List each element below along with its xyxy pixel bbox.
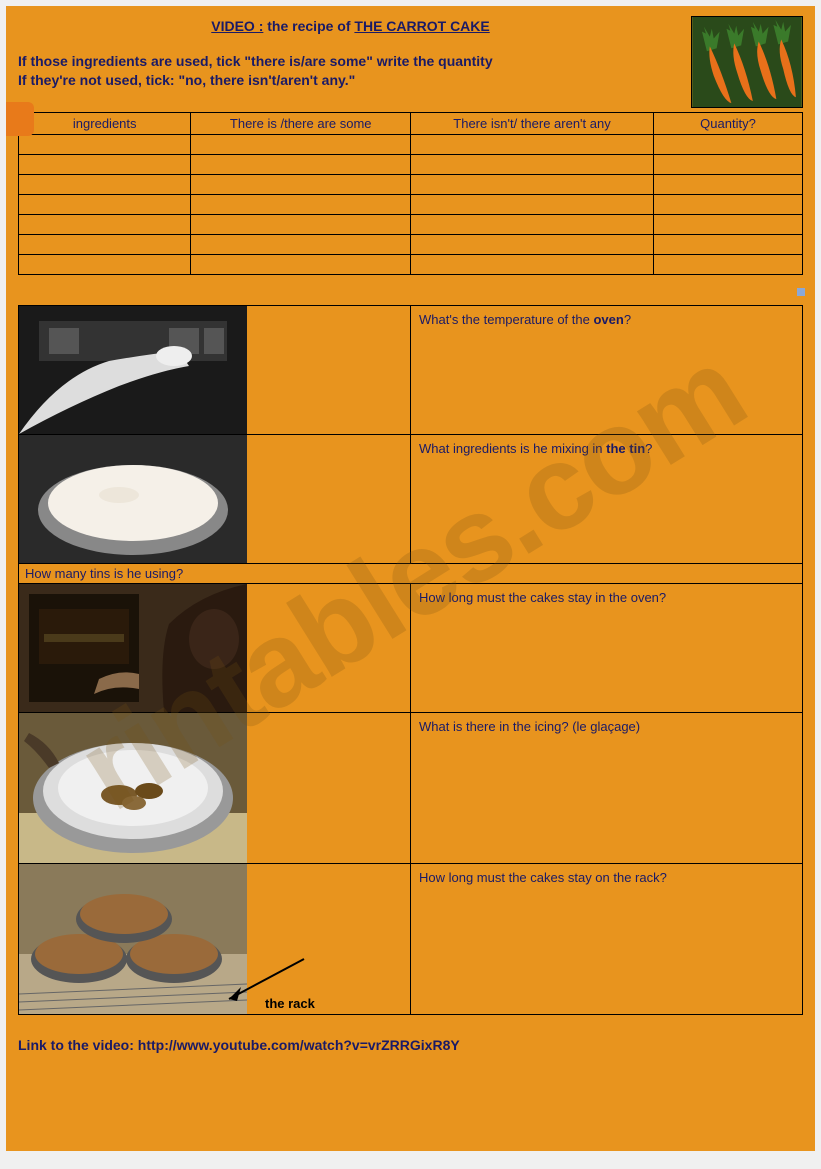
carrot-image (691, 16, 803, 108)
table-cell[interactable] (654, 215, 803, 235)
table-cell[interactable] (19, 215, 191, 235)
table-cell[interactable] (410, 155, 653, 175)
table-header-row: ingredients There is /there are some The… (19, 113, 803, 135)
worksheet-page: VIDEO : the recipe of THE CARROT CAKE If… (6, 6, 815, 1151)
table-cell[interactable] (410, 215, 653, 235)
question-tail: ? (624, 312, 631, 327)
title-mid: the recipe of (263, 18, 354, 34)
question-text: What ingredients is he mixing in (419, 441, 606, 456)
question-bold: the tin (606, 441, 645, 456)
header: VIDEO : the recipe of THE CARROT CAKE If… (18, 18, 803, 108)
video-link: Link to the video: http://www.youtube.co… (18, 1037, 803, 1053)
col-there-isnt: There isn't/ there aren't any (410, 113, 653, 135)
table-row (19, 195, 803, 215)
caption-row: How many tins is he using? (19, 564, 803, 584)
col-quantity: Quantity? (654, 113, 803, 135)
question-cell: What ingredients is he mixing in the tin… (411, 435, 803, 564)
table-cell[interactable] (654, 155, 803, 175)
oven-image (19, 306, 247, 434)
question-cell: What's the temperature of the oven? (411, 306, 803, 435)
table-cell[interactable] (19, 235, 191, 255)
table-row (19, 255, 803, 275)
instruction-line-2: If they're not used, tick: "no, there is… (18, 71, 683, 90)
question-row: What is there in the icing? (le glaçage) (19, 713, 803, 864)
question-cell: What is there in the icing? (le glaçage) (411, 713, 803, 864)
anchor-marker-icon (797, 288, 805, 296)
table-cell[interactable] (19, 135, 191, 155)
question-text: How long must the cakes stay on the rack… (419, 870, 667, 885)
table-cell[interactable] (654, 195, 803, 215)
table-row (19, 235, 803, 255)
step-image-cell (19, 713, 411, 864)
header-text: VIDEO : the recipe of THE CARROT CAKE If… (18, 18, 691, 104)
title-prefix: VIDEO : (211, 18, 263, 34)
step-image-cell: the rack (19, 864, 411, 1015)
question-row: What ingredients is he mixing in the tin… (19, 435, 803, 564)
rack-image (19, 864, 247, 1014)
side-tab-decor (6, 102, 34, 136)
step-image-cell (19, 435, 411, 564)
question-cell: How long must the cakes stay in the oven… (411, 584, 803, 713)
table-cell[interactable] (191, 135, 411, 155)
table-cell[interactable] (19, 155, 191, 175)
icing-image (19, 713, 247, 863)
table-row (19, 135, 803, 155)
table-row (19, 175, 803, 195)
table-cell[interactable] (410, 195, 653, 215)
instructions: If those ingredients are used, tick "the… (18, 52, 683, 90)
title-main: THE CARROT CAKE (354, 18, 489, 34)
table-cell[interactable] (654, 255, 803, 275)
question-text: What's the temperature of the (419, 312, 593, 327)
step-image-cell (19, 584, 411, 713)
table-cell[interactable] (191, 215, 411, 235)
table-cell[interactable] (191, 175, 411, 195)
questions-table: What's the temperature of the oven? What… (18, 305, 803, 1015)
table-cell[interactable] (19, 195, 191, 215)
question-bold: oven (593, 312, 623, 327)
table-cell[interactable] (191, 155, 411, 175)
instruction-line-1: If those ingredients are used, tick "the… (18, 52, 683, 71)
table-row (19, 215, 803, 235)
question-tail: ? (645, 441, 652, 456)
table-cell[interactable] (654, 135, 803, 155)
question-text: What is there in the icing? (le glaçage) (419, 719, 640, 734)
table-cell[interactable] (654, 235, 803, 255)
table-cell[interactable] (410, 255, 653, 275)
question-text: How long must the cakes stay in the oven… (419, 590, 666, 605)
table-cell[interactable] (410, 175, 653, 195)
table-cell[interactable] (19, 255, 191, 275)
question-row: What's the temperature of the oven? (19, 306, 803, 435)
table-cell[interactable] (19, 175, 191, 195)
oven-door-image (19, 584, 247, 712)
tin-image (19, 435, 247, 563)
table-cell[interactable] (191, 195, 411, 215)
ingredients-table: ingredients There is /there are some The… (18, 112, 803, 275)
table-cell[interactable] (654, 175, 803, 195)
page-title: VIDEO : the recipe of THE CARROT CAKE (18, 18, 683, 34)
table-cell[interactable] (410, 135, 653, 155)
col-there-is: There is /there are some (191, 113, 411, 135)
question-row: the rack How long must the cakes stay on… (19, 864, 803, 1015)
step-image-cell (19, 306, 411, 435)
question-cell: How long must the cakes stay on the rack… (411, 864, 803, 1015)
table-cell[interactable] (191, 235, 411, 255)
table-cell[interactable] (410, 235, 653, 255)
col-ingredients: ingredients (19, 113, 191, 135)
rack-label: the rack (265, 996, 315, 1011)
caption-text: How many tins is he using? (19, 564, 803, 584)
table-row (19, 155, 803, 175)
table-cell[interactable] (191, 255, 411, 275)
question-row: How long must the cakes stay in the oven… (19, 584, 803, 713)
